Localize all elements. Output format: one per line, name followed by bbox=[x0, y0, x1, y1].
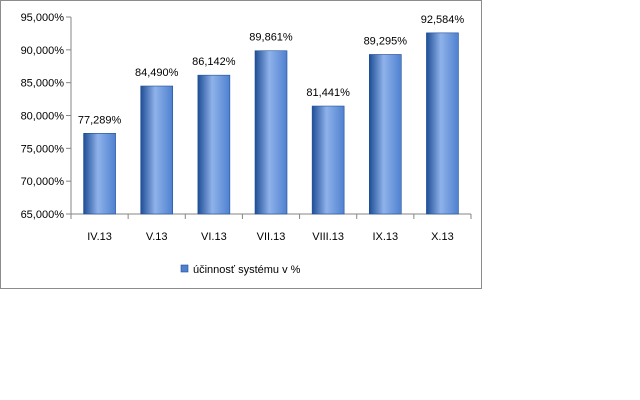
y-tick-label: 70,000% bbox=[21, 176, 65, 188]
chart-frame: 65,000% 70,000% 75,000% 80,000% 85,000% 90,00… bbox=[0, 0, 482, 289]
legend-label: účinnosť systému v % bbox=[193, 264, 301, 276]
data-label: 92,584% bbox=[421, 14, 465, 26]
data-label: 89,861% bbox=[249, 32, 293, 44]
bar bbox=[254, 50, 288, 215]
y-tick-label: 95,000% bbox=[21, 12, 65, 24]
bar bbox=[140, 85, 174, 215]
x-tick-label: VIII.13 bbox=[312, 231, 344, 243]
data-label: 89,295% bbox=[364, 35, 408, 47]
y-tick-label: 85,000% bbox=[21, 78, 65, 90]
data-label: 81,441% bbox=[306, 87, 350, 99]
y-tick-label: 80,000% bbox=[21, 111, 65, 123]
legend: účinnosť systému v % bbox=[180, 264, 301, 276]
x-tick-label: IV.13 bbox=[87, 231, 112, 243]
x-tick-label: IX.13 bbox=[372, 231, 398, 243]
bar-chart: 65,000% 70,000% 75,000% 80,000% 85,000% 90,00… bbox=[21, 12, 472, 276]
x-tick-label: VI.13 bbox=[201, 231, 227, 243]
bar bbox=[368, 54, 402, 215]
bar bbox=[197, 74, 231, 215]
legend-swatch bbox=[180, 264, 189, 273]
bar bbox=[426, 32, 459, 215]
y-tick-label: 65,000% bbox=[21, 209, 65, 221]
data-label: 77,289% bbox=[78, 114, 122, 126]
y-axis: 65,000% 70,000% 75,000% 80,000% 85,000% 90,00… bbox=[21, 12, 72, 221]
data-label: 86,142% bbox=[192, 56, 236, 68]
x-axis: IV.13 V.13 VI.13 VII.13 VIII.13 IX.13 X.13 bbox=[70, 213, 472, 243]
x-tick-label: VII.13 bbox=[257, 231, 286, 243]
bars bbox=[83, 32, 459, 215]
bar bbox=[311, 105, 345, 215]
y-tick-label: 90,000% bbox=[21, 45, 65, 57]
y-tick-label: 75,000% bbox=[21, 143, 65, 155]
bar bbox=[83, 133, 116, 215]
data-label: 84,490% bbox=[135, 67, 179, 79]
x-tick-label: V.13 bbox=[146, 231, 168, 243]
x-tick-label: X.13 bbox=[431, 231, 454, 243]
data-labels: 77,289% 84,490% 86,142% 89,861% 81,441% 89,29… bbox=[78, 14, 465, 126]
